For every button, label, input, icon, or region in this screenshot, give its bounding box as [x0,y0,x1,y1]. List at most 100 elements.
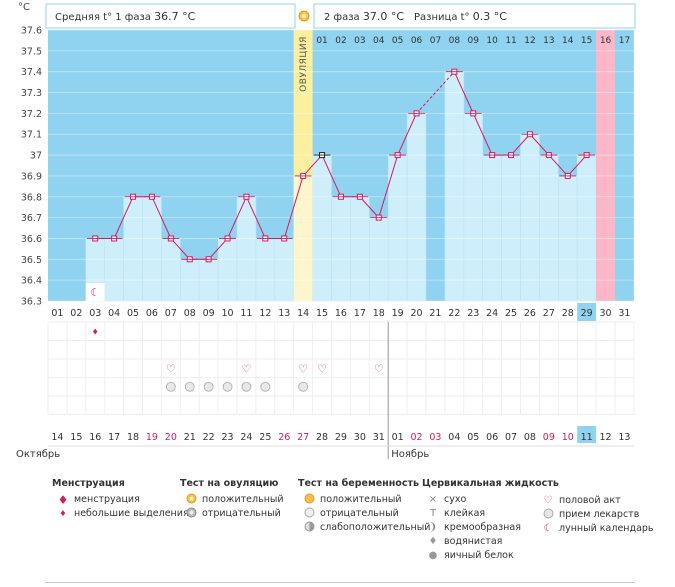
phase2-value: 37.0 °C [363,10,404,23]
phase2-label: 2 фаза [324,12,360,23]
date-label: 28 [316,432,328,443]
pill-icon [165,381,176,392]
cycle-day-label: 29 [581,308,593,319]
pill-icon [203,381,214,392]
cycle-day-label: 21 [429,308,441,319]
cycle-day-label: 12 [259,308,271,319]
y-tick-label: 37.4 [21,67,42,78]
series-line-segment [567,154,588,177]
phase2-day-label: 05 [392,36,403,46]
legend-item: положительный [298,493,430,507]
date-label: 02 [411,432,423,443]
phase2-day-label: 12 [524,36,535,46]
svg-text:2 фаза 37.0 °C: 2 фаза 37.0 °C [324,10,404,23]
y-tick-label: 37 [30,151,42,162]
legend-item: ♦ менструация [57,493,140,507]
phase2-day-label: 08 [449,36,461,46]
svg-text:Средняя t° 1 фаза 36.7 °C: Средняя t° 1 фаза 36.7 °C [55,10,196,23]
drop-large-icon: ♦ [57,493,69,507]
date-label: 21 [184,432,196,443]
series-line-segment [283,175,304,239]
date-label: 14 [51,432,63,443]
month-right-label: Ноябрь [391,449,429,460]
series-line-segment [151,196,172,239]
date-label: 10 [562,432,574,443]
date-label: 08 [524,432,536,443]
swirl-icon: ❩ [428,522,438,533]
series-line-segment [302,154,323,177]
temperature-bar [331,196,351,302]
date-label: 29 [335,432,347,443]
cycle-day-label: 22 [448,308,460,319]
temperature-bar [217,238,238,302]
date-label: 24 [240,432,252,443]
cycle-day-label: 05 [127,308,139,319]
phase1-label: Средняя t° 1 фаза [55,12,151,23]
legend-title: Менструация [52,478,125,489]
phase2-day-label: 15 [581,36,592,46]
date-label: 15 [70,432,82,443]
chart-header: Средняя t° 1 фаза 36.7 °C 2 фаза 37.0 °C… [45,3,636,29]
sun-icon [298,10,310,22]
heart-icon: ♡ [543,495,553,506]
temperature-bar [576,154,597,302]
phase2-day-label: 13 [543,36,554,46]
phase2-day-label: 16 [600,36,612,46]
series-line-segment [245,196,266,239]
legend-item: отрицательный [298,507,430,521]
cycle-day-label: 26 [524,308,536,319]
temperature-bar [406,113,427,302]
date-label: 05 [467,432,479,443]
drop-small-icon: ♦ [59,509,67,518]
date-label: 30 [354,432,366,443]
legend-item: отрицательный [180,507,284,521]
y-tick-label: 36.4 [21,276,42,287]
temperature-bar [312,154,332,302]
cycle-day-label: 25 [505,308,517,319]
cycle-day-label: 18 [373,308,385,319]
heart-icon: ♡ [242,362,252,375]
moon-icon: ☾ [543,523,553,534]
y-tick-label: 37.5 [21,46,42,57]
cycle-day-label: 08 [184,308,196,319]
y-unit-label: °C [18,2,30,13]
cycle-day-label: 19 [392,308,404,319]
cycle-day-label: 28 [562,308,574,319]
legend-divider [45,582,635,583]
series-line-segment [378,154,399,218]
cycle-day-label: 01 [51,308,63,319]
cycle-day-label: 16 [335,308,347,319]
date-label: 31 [373,432,385,443]
y-tick-label: 37.6 [21,26,42,37]
cycle-day-label: 17 [354,308,366,319]
phase2-day-label: 09 [468,36,480,46]
heart-icon: ♡ [298,362,308,375]
date-label: 03 [429,432,441,443]
date-label: 13 [618,432,630,443]
heart-icon: ♡ [374,362,384,375]
ovulation-column-lower [293,175,313,301]
heart-icon: ♡ [166,362,176,375]
series-line-segment [227,196,247,239]
date-label: 19 [146,432,158,443]
temperature-bar [104,238,124,302]
cycle-day-label: 30 [600,308,612,319]
cycle-day-label: 02 [70,308,82,319]
y-tick-label: 36.3 [21,297,42,308]
date-label: 22 [203,432,215,443]
legend-item: ● яичный белок [422,549,559,563]
series-line-segment [359,196,380,218]
y-tick-label: 37.1 [21,130,42,141]
cycle-day-label: 31 [618,308,630,319]
cycle-day-label: 13 [278,308,290,319]
menstruation-drop-icon: ♦ [92,327,99,336]
sun-gray-icon [184,507,198,522]
date-label: 18 [127,432,139,443]
legend-item: слабоположительный [298,521,430,535]
cycle-day-label: 24 [486,308,498,319]
date-label: 16 [89,432,101,443]
phase2-day-label: 11 [505,36,516,46]
phase1-value: 36.7 °C [154,10,195,23]
cycle-day-label: 14 [297,308,309,319]
